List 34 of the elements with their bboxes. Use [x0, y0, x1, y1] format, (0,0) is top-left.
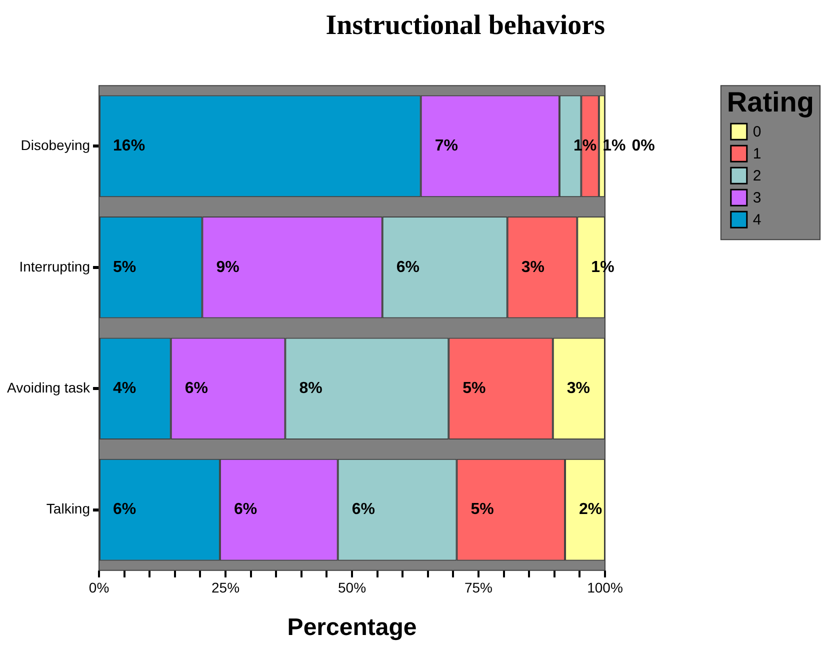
legend-label: 4 [752, 212, 762, 229]
x-tick-label: 50% [338, 580, 366, 596]
annotation: 3% [566, 380, 590, 398]
y-tick-label: Interrupting [19, 258, 90, 274]
legend-label: 2 [752, 168, 762, 185]
annotation: 4% [113, 380, 136, 398]
annotation: 7% [434, 138, 458, 155]
annotation: 0% [632, 138, 655, 155]
annotation: 6% [396, 258, 420, 276]
y-tick-label: Avoiding task [7, 379, 92, 396]
legend-title: Rating [726, 86, 814, 118]
annotation: 9% [216, 258, 240, 276]
legend-label: 3 [752, 190, 762, 207]
y-tick-label: Disobeying [20, 137, 90, 154]
annotation: 5% [462, 380, 486, 398]
annotation: 8% [299, 380, 322, 398]
annotation: 3% [521, 258, 544, 276]
annotation: 6% [113, 501, 136, 518]
annotation: 6% [234, 501, 258, 518]
chart-title: Instructional behaviors [326, 10, 606, 42]
x-tick-label: 25% [211, 580, 240, 596]
legend-label: 1 [752, 146, 762, 163]
legend-label: 0 [752, 124, 762, 141]
y-tick-label: Talking [46, 500, 90, 517]
x-tick-label: 100% [587, 580, 623, 596]
annotation: 5% [470, 501, 494, 518]
annotation: 16% [113, 138, 146, 155]
x-tick-label: 75% [464, 580, 493, 596]
x-axis-title: Percentage [287, 614, 417, 642]
x-tick-label: 0% [88, 580, 110, 596]
annotation: 6% [184, 380, 208, 398]
annotation: 6% [352, 501, 375, 518]
annotation: 2% [579, 501, 602, 518]
annotation: 5% [113, 258, 136, 276]
